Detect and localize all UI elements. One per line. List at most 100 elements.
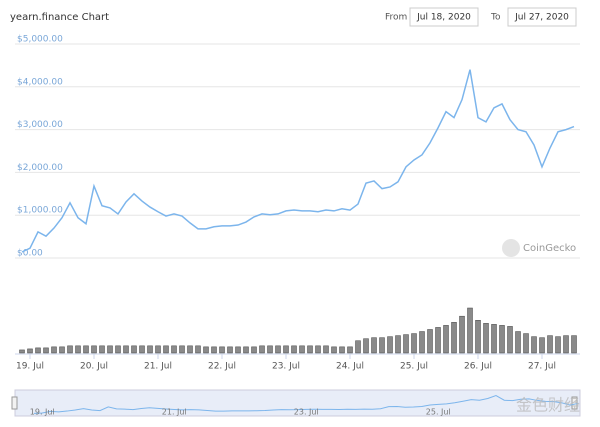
volume-bar bbox=[443, 325, 449, 354]
volume-bar bbox=[171, 345, 177, 354]
y-tick-label: $1,000.00 bbox=[17, 206, 63, 216]
nav-line bbox=[33, 394, 579, 414]
to-date[interactable]: Jul 27, 2020 bbox=[514, 13, 569, 23]
y-tick-label: $5,000.00 bbox=[17, 35, 63, 45]
volume-bar bbox=[539, 337, 545, 354]
watermark: 金色财经 bbox=[516, 396, 580, 415]
x-tick-label: 22. Jul bbox=[208, 362, 236, 372]
volume-bar bbox=[187, 345, 193, 354]
volume-bar bbox=[211, 346, 217, 354]
volume-bar bbox=[547, 335, 553, 354]
brand-logo bbox=[502, 239, 520, 257]
volume-bar bbox=[563, 335, 569, 354]
y-tick-label: $0.00 bbox=[17, 249, 43, 259]
volume-bar bbox=[515, 331, 521, 354]
volume-bar bbox=[411, 333, 417, 354]
volume-bar bbox=[379, 337, 385, 354]
volume-bar bbox=[83, 345, 89, 354]
from-date[interactable]: Jul 18, 2020 bbox=[416, 13, 471, 23]
volume-bar bbox=[219, 346, 225, 354]
volume-bar bbox=[307, 345, 313, 354]
brand: CoinGecko bbox=[523, 243, 576, 254]
volume-bar bbox=[163, 345, 169, 354]
volume-bar bbox=[235, 346, 241, 354]
volume-bar bbox=[323, 345, 329, 354]
volume-bar bbox=[35, 347, 41, 354]
volume-bar bbox=[115, 345, 121, 354]
volume-bar bbox=[387, 336, 393, 354]
x-tick-label: 27. Jul bbox=[528, 362, 556, 372]
volume-bar bbox=[195, 345, 201, 354]
x-tick-label: 25. Jul bbox=[400, 362, 428, 372]
from-input[interactable] bbox=[409, 7, 479, 27]
volume-bar bbox=[51, 346, 57, 354]
volume-bar bbox=[275, 345, 281, 354]
volume-bar bbox=[483, 323, 489, 354]
x-tick-label: 23. Jul bbox=[272, 362, 300, 372]
volume-bar bbox=[299, 345, 305, 354]
volume-bar bbox=[571, 335, 577, 354]
volume-bar bbox=[459, 315, 465, 354]
volume-bar bbox=[467, 307, 473, 354]
volume-bar bbox=[107, 345, 113, 354]
volume-bar bbox=[347, 346, 353, 354]
x-tick-label: 20. Jul bbox=[80, 362, 108, 372]
volume-bar bbox=[451, 322, 457, 354]
x-tick-label: 21. Jul bbox=[144, 362, 172, 372]
nav-tick-label: 23. Jul bbox=[294, 408, 319, 417]
volume-bar bbox=[27, 348, 33, 354]
volume-bar bbox=[67, 345, 73, 354]
navigator[interactable] bbox=[14, 389, 581, 417]
to-input[interactable] bbox=[507, 7, 577, 27]
volume-bar bbox=[75, 345, 81, 354]
volume-bar bbox=[523, 333, 529, 354]
volume-bar bbox=[19, 349, 25, 354]
volume-bar bbox=[243, 346, 249, 354]
nav-tick-label: 19. Jul bbox=[30, 408, 55, 417]
volume-bar bbox=[259, 345, 265, 354]
volume-bar bbox=[355, 340, 361, 354]
volume-bar bbox=[91, 345, 97, 354]
volume-bar bbox=[435, 327, 441, 354]
volume-bar bbox=[339, 346, 345, 354]
y-tick-label: $2,000.00 bbox=[17, 163, 63, 173]
volume-bar bbox=[427, 329, 433, 354]
volume-bar bbox=[371, 337, 377, 354]
y-tick-label: $4,000.00 bbox=[17, 77, 63, 87]
nav-handle[interactable] bbox=[571, 396, 578, 410]
volume-bar bbox=[331, 346, 337, 354]
volume-bar bbox=[419, 331, 425, 354]
from-label: From bbox=[385, 13, 407, 23]
volume-bar bbox=[291, 345, 297, 354]
volume-bar bbox=[267, 345, 273, 354]
volume-bar bbox=[179, 345, 185, 354]
volume-bar bbox=[131, 345, 137, 354]
volume-bar bbox=[99, 345, 105, 354]
volume-bar bbox=[403, 334, 409, 354]
volume-bar bbox=[155, 345, 161, 354]
volume-bar bbox=[43, 347, 49, 354]
volume-bar bbox=[251, 346, 257, 354]
volume-bar bbox=[491, 324, 497, 354]
chart-title: yearn.finance Chart bbox=[10, 12, 109, 23]
y-tick-label: $3,000.00 bbox=[17, 120, 63, 130]
volume-bar bbox=[475, 320, 481, 354]
volume-bar bbox=[227, 346, 233, 354]
volume-bar bbox=[59, 346, 65, 354]
nav-handle[interactable] bbox=[11, 396, 18, 410]
volume-bar bbox=[283, 345, 289, 354]
volume-bar bbox=[123, 345, 129, 354]
volume-bar bbox=[147, 345, 153, 354]
volume-bar bbox=[555, 336, 561, 354]
nav-tick-label: 25. Jul bbox=[426, 408, 451, 417]
volume-bar bbox=[395, 335, 401, 354]
volume-bar bbox=[139, 345, 145, 354]
volume-bar bbox=[203, 346, 209, 354]
volume-bar bbox=[363, 338, 369, 354]
volume-bar bbox=[499, 325, 505, 354]
volume-bar bbox=[531, 336, 537, 354]
x-tick-label: 26. Jul bbox=[464, 362, 492, 372]
to-label: To bbox=[490, 13, 501, 23]
volume-bar bbox=[315, 345, 321, 354]
